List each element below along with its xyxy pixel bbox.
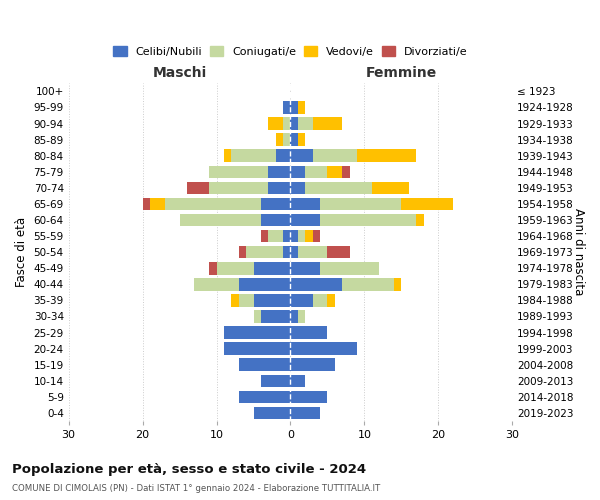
Bar bbox=[372, 182, 409, 194]
Legend: Celibi/Nubili, Coniugati/e, Vedovi/e, Divorziati/e: Celibi/Nubili, Coniugati/e, Vedovi/e, Di… bbox=[109, 42, 472, 62]
Bar bbox=[298, 246, 328, 258]
Bar bbox=[268, 118, 283, 130]
Bar bbox=[268, 166, 290, 178]
Bar bbox=[268, 230, 283, 242]
Bar bbox=[246, 246, 283, 258]
Bar bbox=[290, 214, 320, 226]
Bar bbox=[313, 294, 328, 306]
Bar bbox=[290, 342, 357, 355]
Bar bbox=[305, 230, 313, 242]
Bar bbox=[283, 230, 290, 242]
Bar bbox=[290, 101, 298, 114]
Bar bbox=[290, 310, 298, 322]
Bar bbox=[290, 150, 313, 162]
Bar bbox=[239, 294, 254, 306]
Bar bbox=[290, 278, 342, 290]
Bar bbox=[305, 166, 328, 178]
Bar bbox=[328, 246, 350, 258]
Bar bbox=[283, 101, 290, 114]
Bar bbox=[290, 134, 298, 146]
Bar bbox=[224, 326, 290, 339]
Bar bbox=[290, 198, 320, 210]
Bar bbox=[232, 150, 275, 162]
Bar bbox=[290, 326, 328, 339]
Bar bbox=[261, 214, 290, 226]
Bar bbox=[290, 166, 305, 178]
Bar bbox=[224, 342, 290, 355]
Bar bbox=[217, 262, 254, 274]
Bar bbox=[313, 118, 342, 130]
Bar bbox=[268, 182, 290, 194]
Bar bbox=[239, 390, 290, 403]
Bar bbox=[261, 310, 290, 322]
Bar bbox=[179, 214, 261, 226]
Bar bbox=[401, 198, 453, 210]
Bar bbox=[254, 262, 290, 274]
Y-axis label: Anni di nascita: Anni di nascita bbox=[572, 208, 585, 296]
Bar bbox=[298, 134, 305, 146]
Bar bbox=[298, 310, 305, 322]
Bar bbox=[261, 374, 290, 387]
Bar bbox=[290, 230, 298, 242]
Bar bbox=[283, 118, 290, 130]
Bar bbox=[313, 150, 357, 162]
Bar bbox=[261, 230, 268, 242]
Text: Maschi: Maschi bbox=[152, 66, 206, 80]
Bar bbox=[305, 182, 372, 194]
Bar bbox=[290, 294, 313, 306]
Bar bbox=[239, 358, 290, 371]
Bar bbox=[254, 294, 290, 306]
Bar bbox=[290, 118, 298, 130]
Bar bbox=[290, 246, 298, 258]
Bar bbox=[290, 406, 320, 419]
Bar bbox=[342, 278, 394, 290]
Bar bbox=[209, 262, 217, 274]
Bar bbox=[209, 182, 268, 194]
Bar bbox=[290, 390, 328, 403]
Bar bbox=[328, 166, 342, 178]
Bar bbox=[298, 230, 305, 242]
Bar bbox=[320, 198, 401, 210]
Bar bbox=[275, 150, 290, 162]
Bar bbox=[298, 101, 305, 114]
Bar bbox=[261, 198, 290, 210]
Bar bbox=[283, 246, 290, 258]
Bar bbox=[275, 134, 283, 146]
Bar bbox=[416, 214, 424, 226]
Bar bbox=[357, 150, 416, 162]
Bar bbox=[143, 198, 150, 210]
Bar bbox=[342, 166, 350, 178]
Text: Popolazione per età, sesso e stato civile - 2024: Popolazione per età, sesso e stato civil… bbox=[12, 462, 366, 475]
Text: COMUNE DI CIMOLAIS (PN) - Dati ISTAT 1° gennaio 2024 - Elaborazione TUTTITALIA.I: COMUNE DI CIMOLAIS (PN) - Dati ISTAT 1° … bbox=[12, 484, 380, 493]
Bar bbox=[394, 278, 401, 290]
Bar bbox=[290, 358, 335, 371]
Bar bbox=[187, 182, 209, 194]
Text: Femmine: Femmine bbox=[366, 66, 437, 80]
Bar bbox=[194, 278, 239, 290]
Bar bbox=[328, 294, 335, 306]
Bar bbox=[290, 262, 320, 274]
Bar bbox=[320, 214, 416, 226]
Bar bbox=[165, 198, 261, 210]
Bar bbox=[254, 406, 290, 419]
Bar bbox=[313, 230, 320, 242]
Bar bbox=[224, 150, 232, 162]
Bar bbox=[239, 246, 246, 258]
Bar bbox=[150, 198, 165, 210]
Bar bbox=[320, 262, 379, 274]
Bar bbox=[209, 166, 268, 178]
Bar bbox=[290, 374, 305, 387]
Bar bbox=[298, 118, 313, 130]
Bar bbox=[239, 278, 290, 290]
Bar bbox=[290, 182, 305, 194]
Bar bbox=[283, 134, 290, 146]
Bar bbox=[232, 294, 239, 306]
Bar bbox=[254, 310, 261, 322]
Y-axis label: Fasce di età: Fasce di età bbox=[15, 217, 28, 287]
